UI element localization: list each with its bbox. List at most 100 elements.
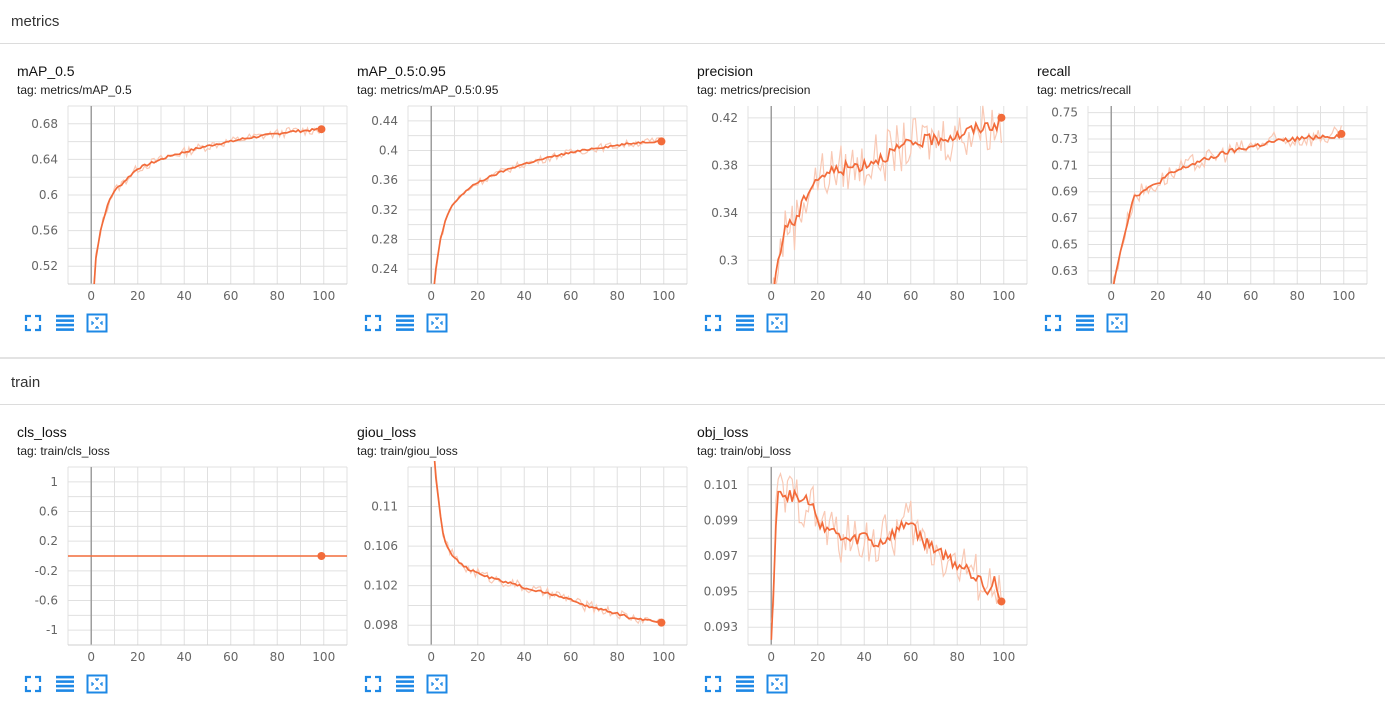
- x-tick-label: 0: [767, 650, 775, 664]
- chart-card-recall: recall tag: metrics/recall 0 20 40 60 80 100 0…: [1020, 62, 1368, 362]
- data-table-button[interactable]: [734, 312, 756, 334]
- data-table-icon: [396, 675, 414, 692]
- x-tick-label: 80: [270, 289, 285, 303]
- data-table-icon: [396, 314, 414, 331]
- data-table-button[interactable]: [54, 312, 76, 334]
- fit-domain-button[interactable]: [766, 312, 788, 334]
- last-point: [657, 137, 666, 146]
- series-line: [93, 127, 322, 284]
- section-title: metrics: [11, 13, 60, 30]
- line-chart[interactable]: 0 20 40 60 80 100 0.52 0.56 0.6 0.64 0.68: [0, 92, 350, 307]
- series-raw-line: [434, 461, 662, 627]
- y-tick-label: 0.69: [1051, 185, 1078, 199]
- line-chart[interactable]: 0 20 40 60 80 100 0.093 0.095 0.097 0.099 0.101: [680, 453, 1030, 668]
- card-tag: tag: train/obj_loss: [697, 444, 792, 458]
- data-table-button[interactable]: [1074, 312, 1096, 334]
- series-raw-line: [1112, 125, 1342, 284]
- y-tick-label: 0.42: [711, 111, 738, 125]
- y-tick-label: 0.56: [31, 224, 58, 238]
- section-header-train[interactable]: train: [0, 361, 1385, 405]
- chart-card-map-0.5-0.95: mAP_0.5:0.95 tag: metrics/mAP_0.5:0.95 0…: [340, 62, 688, 362]
- x-tick-label: 80: [610, 289, 625, 303]
- fullscreen-button[interactable]: [22, 312, 44, 334]
- y-tick-label: 0.71: [1051, 158, 1078, 172]
- y-tick-label: 0.75: [1051, 106, 1078, 120]
- section-header-metrics[interactable]: metrics: [0, 0, 1385, 44]
- card-title: cls_loss: [17, 424, 67, 440]
- x-tick-label: 100: [992, 289, 1015, 303]
- chart-card-giou-loss: giou_loss tag: train/giou_loss 0 20 40 60 80…: [340, 423, 688, 723]
- card-title: giou_loss: [357, 424, 417, 440]
- fullscreen-button[interactable]: [22, 673, 44, 695]
- fit-domain-button[interactable]: [766, 673, 788, 695]
- data-table-icon: [1076, 314, 1094, 331]
- plot-area: [770, 471, 1003, 640]
- fit-domain-button[interactable]: [86, 312, 108, 334]
- y-tick-label: 0.28: [371, 233, 398, 247]
- fullscreen-button[interactable]: [1042, 312, 1064, 334]
- card-title: mAP_0.5: [17, 63, 75, 79]
- fit-domain-button[interactable]: [86, 673, 108, 695]
- fullscreen-icon: [364, 675, 382, 693]
- line-chart[interactable]: 0 20 40 60 80 100 0.63 0.65 0.67 0.69 0.71 0.73 0.75: [1020, 92, 1370, 307]
- x-tick-label: 100: [652, 289, 675, 303]
- card-toolbar: [22, 312, 122, 334]
- x-tick-label: 80: [1290, 289, 1305, 303]
- fit-domain-button[interactable]: [426, 673, 448, 695]
- data-table-button[interactable]: [394, 312, 416, 334]
- card-tag: tag: metrics/mAP_0.5: [17, 83, 132, 97]
- line-chart[interactable]: 0 20 40 60 80 100 -1 -0.6 -0.2 0.2 0.6 1: [0, 453, 350, 668]
- fullscreen-icon: [364, 314, 382, 332]
- card-tag: tag: train/giou_loss: [357, 444, 458, 458]
- x-tick-label: 20: [470, 650, 485, 664]
- fit-domain-button[interactable]: [426, 312, 448, 334]
- fullscreen-button[interactable]: [702, 673, 724, 695]
- x-tick-label: 60: [223, 650, 238, 664]
- x-tick-label: 100: [1332, 289, 1355, 303]
- line-chart[interactable]: 0 20 40 60 80 100 0.24 0.28 0.32 0.36 0.4 0.44: [340, 92, 690, 307]
- y-tick-label: 0.095: [704, 585, 738, 599]
- y-tick-label: 0.2: [39, 534, 58, 548]
- y-tick-label: 0.093: [704, 620, 738, 634]
- grid: [407, 105, 688, 285]
- grid: [747, 106, 1028, 285]
- y-tick-label: 1: [50, 475, 58, 489]
- y-tick-label: 0.67: [1051, 211, 1078, 225]
- plot-area: [93, 126, 322, 284]
- fit-domain-button[interactable]: [1106, 312, 1128, 334]
- grid: [1087, 106, 1368, 285]
- data-table-button[interactable]: [54, 673, 76, 695]
- y-tick-label: 0.6: [39, 505, 58, 519]
- x-tick-label: 0: [87, 650, 95, 664]
- y-tick-label: 0.63: [1051, 264, 1078, 278]
- data-table-button[interactable]: [734, 673, 756, 695]
- fit-domain-icon: [1106, 313, 1128, 333]
- card-tag: tag: train/cls_loss: [17, 444, 110, 458]
- last-point: [317, 552, 326, 560]
- fit-domain-icon: [766, 313, 788, 333]
- last-point: [997, 113, 1006, 122]
- last-point: [657, 618, 666, 627]
- x-tick-label: 40: [517, 289, 532, 303]
- y-tick-label: 0.6: [39, 188, 58, 202]
- fullscreen-button[interactable]: [702, 312, 724, 334]
- chart-card-map-0.5: mAP_0.5 tag: metrics/mAP_0.5 0 20 40 60 80 10…: [0, 62, 348, 362]
- fullscreen-button[interactable]: [362, 673, 384, 695]
- line-chart[interactable]: 0 20 40 60 80 100 0.098 0.102 0.106 0.11: [340, 453, 690, 668]
- y-tick-label: -1: [46, 623, 58, 637]
- x-tick-label: 100: [312, 650, 335, 664]
- y-tick-label: 0.36: [371, 173, 398, 187]
- x-tick-label: 100: [652, 650, 675, 664]
- fit-domain-icon: [426, 674, 448, 694]
- y-tick-label: 0.38: [711, 158, 738, 172]
- data-table-button[interactable]: [394, 673, 416, 695]
- y-tick-label: 0.102: [364, 579, 398, 593]
- line-chart[interactable]: 0 20 40 60 80 100 0.3 0.34 0.38 0.42: [680, 92, 1030, 307]
- section-divider: [0, 357, 1385, 359]
- x-tick-label: 60: [903, 650, 918, 664]
- card-title: mAP_0.5:0.95: [357, 63, 446, 79]
- plot-area: [1112, 125, 1343, 284]
- y-tick-label: 0.101: [704, 478, 738, 492]
- fullscreen-button[interactable]: [362, 312, 384, 334]
- y-tick-label: 0.106: [364, 539, 398, 553]
